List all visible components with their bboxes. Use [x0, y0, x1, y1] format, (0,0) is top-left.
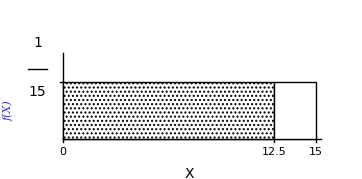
Bar	[63, 82, 274, 139]
Text: 1: 1	[33, 36, 42, 50]
Text: 0: 0	[59, 147, 66, 157]
Bar	[274, 82, 316, 139]
Text: 12.5: 12.5	[261, 147, 286, 157]
Text: X: X	[185, 167, 194, 179]
Text: 15: 15	[309, 147, 323, 157]
Text: 15: 15	[29, 84, 46, 98]
Text: f(X): f(X)	[3, 100, 14, 120]
